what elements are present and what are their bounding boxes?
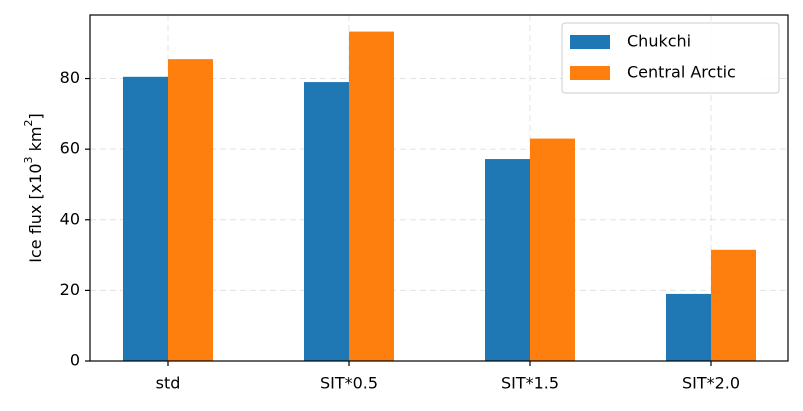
legend-label-chukchi: Chukchi <box>627 32 691 51</box>
bars <box>123 31 756 362</box>
y-tick-label: 60 <box>60 139 80 158</box>
legend-label-central-arctic: Central Arctic <box>627 63 736 82</box>
legend-swatch-chukchi <box>570 35 610 49</box>
y-axis-label: Ice flux [x103 km2] <box>22 113 45 262</box>
x-axis: std SIT*0.5 SIT*1.5 SIT*2.0 <box>156 361 740 393</box>
bar-central-arctic <box>168 59 213 361</box>
bar-chukchi <box>123 76 168 362</box>
bar-central-arctic <box>349 31 394 362</box>
legend: Chukchi Central Arctic <box>561 22 780 94</box>
x-tick-label: SIT*1.5 <box>501 374 559 393</box>
x-tick-label: SIT*0.5 <box>320 374 378 393</box>
bar-central-arctic <box>711 249 756 361</box>
x-tick-label: std <box>156 374 181 393</box>
legend-frame <box>561 22 780 94</box>
bar-chukchi <box>485 159 530 361</box>
bar-central-arctic <box>530 138 575 361</box>
y-tick-label: 40 <box>60 209 80 228</box>
y-axis: 0 20 40 60 80 <box>60 68 90 370</box>
y-tick-label: 0 <box>70 351 80 370</box>
bar-chukchi <box>666 293 711 361</box>
legend-swatch-central-arctic <box>570 66 610 80</box>
x-tick-label: SIT*2.0 <box>682 374 740 393</box>
y-tick-label: 80 <box>60 68 80 87</box>
plot-area-frame <box>89 14 789 362</box>
y-tick-label: 20 <box>60 280 80 299</box>
bar-chukchi <box>304 82 349 361</box>
